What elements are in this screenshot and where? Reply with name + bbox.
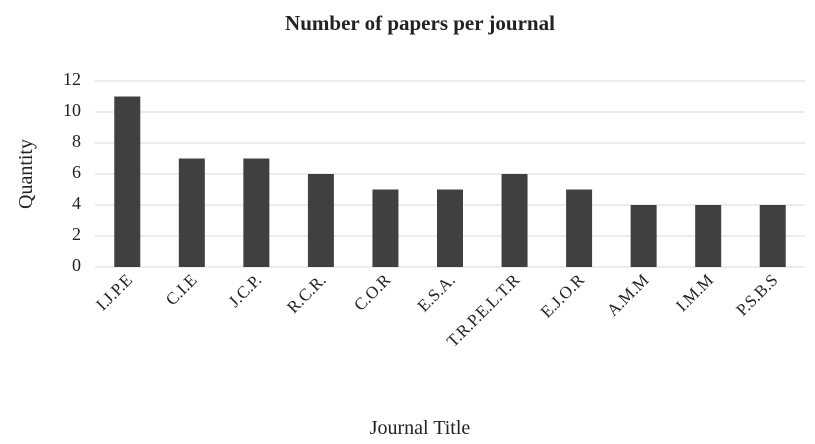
bar — [372, 189, 399, 267]
bar — [178, 158, 205, 267]
bar — [307, 174, 334, 267]
bar — [759, 205, 786, 267]
chart-title: Number of papers per journal — [285, 11, 555, 35]
y-tick-label: 6 — [72, 162, 81, 182]
x-tick-label: E.S.A. — [414, 270, 459, 315]
y-tick-label: 12 — [63, 69, 81, 89]
y-axis-label: Quantity — [15, 139, 37, 209]
y-tick-label: 4 — [72, 193, 81, 213]
bar — [243, 158, 270, 267]
x-tick-label: R.C.R. — [283, 270, 330, 317]
bar — [437, 189, 463, 267]
x-tick-label: P.S.B.S — [732, 270, 781, 319]
y-tick-label: 0 — [72, 255, 81, 275]
x-tick-label: E.J.O.R — [537, 270, 589, 322]
y-tick-label: 2 — [72, 224, 81, 244]
bar — [630, 205, 657, 267]
bar — [566, 189, 593, 267]
x-tick-label: J.C.P. — [225, 270, 266, 311]
x-tick-label: I.J.P.E — [92, 270, 136, 314]
bar — [695, 205, 722, 267]
y-tick-label: 10 — [63, 100, 81, 120]
y-tick-label: 8 — [72, 131, 81, 151]
x-tick-label: C.I.E — [162, 270, 201, 309]
x-tick-label: A.M.M — [603, 270, 653, 320]
x-tick-label: I.M.M — [672, 270, 717, 315]
bar — [114, 96, 141, 267]
bar — [501, 174, 528, 267]
x-axis-label: Journal Title — [370, 417, 471, 439]
x-tick-label: C.O.R — [350, 270, 395, 315]
